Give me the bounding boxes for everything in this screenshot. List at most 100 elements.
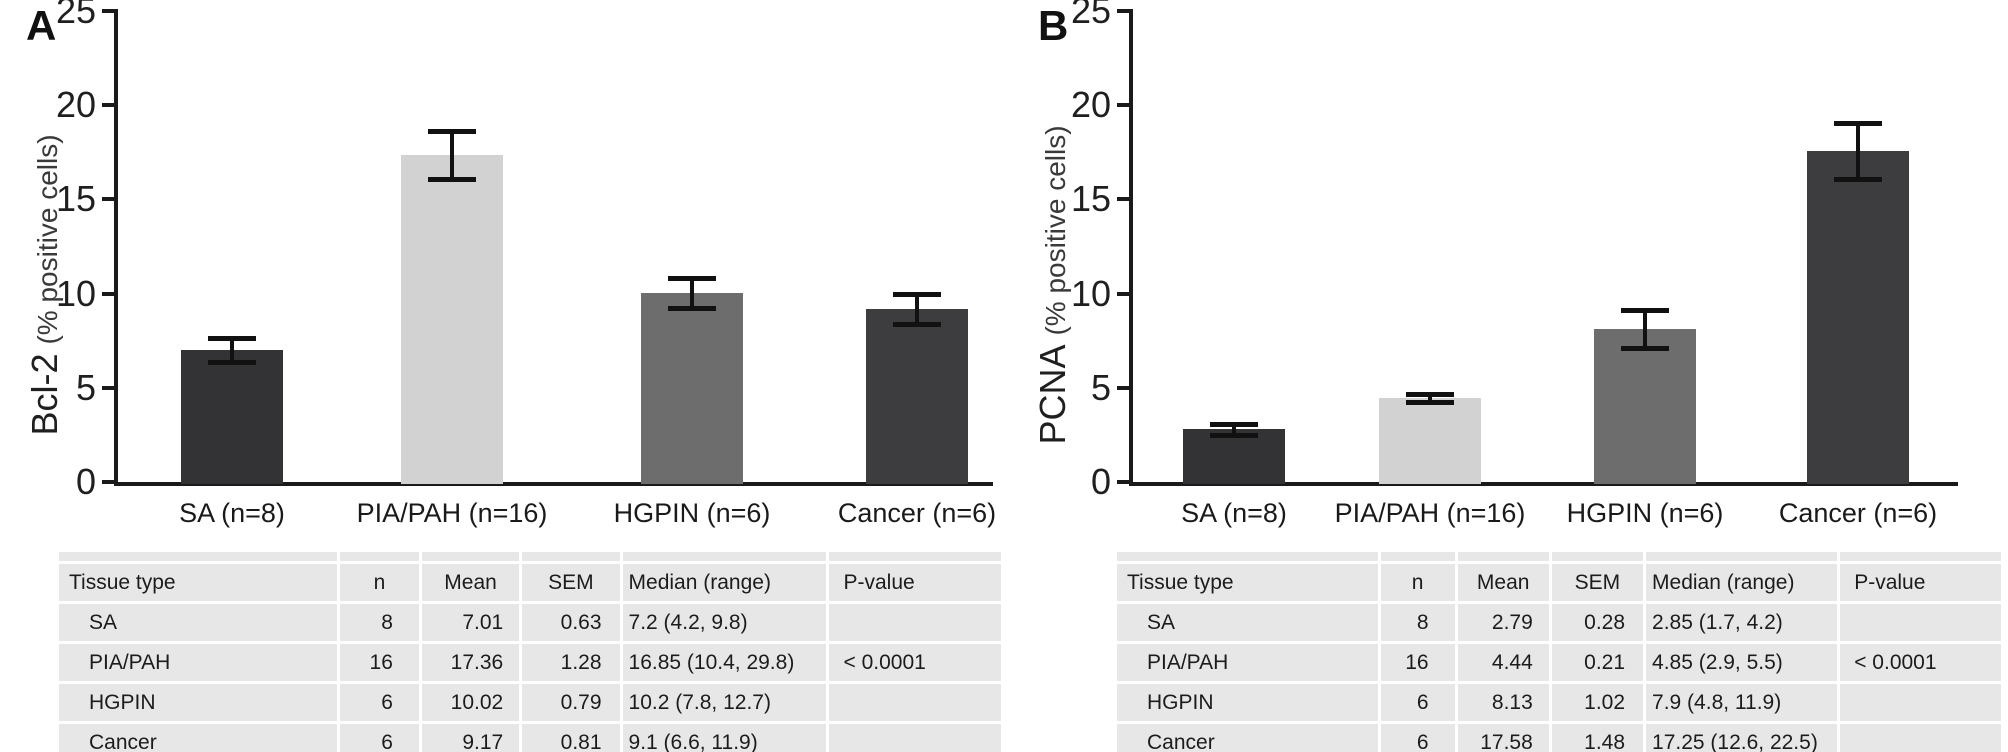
y-tick-mark bbox=[102, 291, 114, 296]
y-tick-mark bbox=[1117, 103, 1129, 108]
bar-sa bbox=[1183, 429, 1285, 484]
table-top-strip-row bbox=[1117, 552, 2001, 561]
y-axis-title-main: PCNA bbox=[1032, 344, 1073, 445]
error-bar-stem bbox=[1643, 309, 1647, 349]
panel-a-letter: A bbox=[26, 2, 57, 49]
error-bar-cap-lower bbox=[1406, 400, 1454, 406]
table-cell: HGPIN bbox=[1117, 684, 1378, 721]
error-bar-stem bbox=[230, 338, 234, 362]
bar-sa bbox=[181, 349, 283, 484]
y-axis-line bbox=[1129, 9, 1133, 486]
y-tick-label: 25 bbox=[55, 0, 96, 31]
table-header-row: Tissue type n Mean SEM Median (range) P-value bbox=[59, 564, 1001, 601]
table-cell: 0.28 bbox=[1551, 604, 1644, 641]
table-cell: 9.17 bbox=[421, 724, 520, 752]
error-bar-cap-lower bbox=[668, 306, 716, 312]
table-header-cell: Mean bbox=[1457, 564, 1549, 601]
table-cell: Cancer bbox=[59, 724, 338, 752]
y-tick-label: 0 bbox=[1090, 461, 1111, 502]
table-header-cell: SEM bbox=[1551, 564, 1644, 601]
y-tick-mark bbox=[102, 385, 114, 390]
table-cell: 16.85 (10.4, 29.8) bbox=[622, 644, 827, 681]
y-axis-title: Bcl-2 (% positive cells) bbox=[24, 55, 72, 515]
table-cell: < 0.0001 bbox=[829, 644, 1001, 681]
table-cell: 6 bbox=[1380, 724, 1455, 752]
y-tick-mark bbox=[1117, 480, 1129, 484]
table-cell: 17.36 bbox=[421, 644, 520, 681]
x-category-label: HGPIN (n=6) bbox=[1566, 498, 1724, 528]
table-cell: 1.48 bbox=[1551, 724, 1644, 752]
error-bar-cap-upper bbox=[1406, 392, 1454, 398]
error-bar-cap-lower bbox=[893, 322, 941, 328]
table-cell: PIA/PAH bbox=[1117, 644, 1378, 681]
table-cell: 7.2 (4.2, 9.8) bbox=[622, 604, 827, 641]
error-bar-stem bbox=[1856, 122, 1860, 179]
stats-table: Tissue type n Mean SEM Median (range) P-value… bbox=[1114, 549, 2004, 752]
error-bar-cap-upper bbox=[1210, 422, 1258, 428]
y-tick-mark bbox=[102, 9, 114, 13]
table-header-cell: Median (range) bbox=[1646, 564, 1838, 601]
table-cell bbox=[1840, 604, 2001, 641]
table-spacer-cell bbox=[1840, 552, 2001, 561]
table-cell: 16 bbox=[1380, 644, 1455, 681]
error-bar-cap-upper bbox=[428, 128, 476, 134]
x-category-label: SA (n=8) bbox=[179, 498, 285, 528]
panel-b-stats-table: Tissue type n Mean SEM Median (range) P-value… bbox=[1114, 549, 2004, 752]
table-row: Cancer 6 17.58 1.48 17.25 (12.6, 22.5) bbox=[1117, 724, 2001, 752]
table-spacer-cell bbox=[59, 552, 338, 561]
panel-a-stats-table: Tissue type n Mean SEM Median (range) P-value… bbox=[56, 549, 1004, 752]
table-cell: 4.85 (2.9, 5.5) bbox=[1646, 644, 1838, 681]
error-bar-stem bbox=[1232, 424, 1236, 435]
table-cell bbox=[1840, 684, 2001, 721]
table-cell: 6 bbox=[340, 724, 419, 752]
y-axis-title-main: Bcl-2 bbox=[24, 353, 65, 436]
table-cell: SA bbox=[59, 604, 338, 641]
table-cell: 2.85 (1.7, 4.2) bbox=[1646, 604, 1838, 641]
table-spacer-cell bbox=[829, 552, 1001, 561]
panel-b-letter: B bbox=[1038, 2, 1069, 49]
error-bar-cap-lower bbox=[1834, 176, 1882, 182]
y-tick-label: 20 bbox=[1070, 84, 1111, 126]
table-spacer-cell bbox=[340, 552, 419, 561]
table-row: PIA/PAH 16 17.36 1.28 16.85 (10.4, 29.8) < 0.… bbox=[59, 644, 1001, 681]
table-spacer-cell bbox=[622, 552, 827, 561]
table-row: SA 8 2.79 0.28 2.85 (1.7, 4.2) bbox=[1117, 604, 2001, 641]
table-cell: < 0.0001 bbox=[1840, 644, 2001, 681]
table-cell: 8 bbox=[340, 604, 419, 641]
x-category-label: PIA/PAH (n=16) bbox=[1334, 498, 1526, 528]
table-row: HGPIN 6 10.02 0.79 10.2 (7.8, 12.7) bbox=[59, 684, 1001, 721]
y-tick-mark bbox=[1117, 291, 1129, 296]
table-spacer-cell bbox=[1646, 552, 1838, 561]
table-cell: PIA/PAH bbox=[59, 644, 338, 681]
table-header-cell: Median (range) bbox=[622, 564, 827, 601]
table-spacer-cell bbox=[1457, 552, 1549, 561]
table-cell: 8 bbox=[1380, 604, 1455, 641]
y-tick-mark bbox=[102, 197, 114, 202]
error-bar-cap-lower bbox=[208, 359, 256, 365]
error-bar-cap-lower bbox=[1621, 346, 1669, 352]
x-category-label: SA (n=8) bbox=[1181, 498, 1287, 528]
table-row: SA 8 7.01 0.63 7.2 (4.2, 9.8) bbox=[59, 604, 1001, 641]
table-cell bbox=[1840, 724, 2001, 752]
error-bar-cap-upper bbox=[668, 276, 716, 282]
table-cell: 17.58 bbox=[1457, 724, 1549, 752]
table-cell bbox=[829, 724, 1001, 752]
y-axis-title-sub: (% positive cells) bbox=[1040, 125, 1071, 336]
error-bar-cap-upper bbox=[1621, 307, 1669, 313]
table-cell: 17.25 (12.6, 22.5) bbox=[1646, 724, 1838, 752]
table-header-cell: Mean bbox=[421, 564, 520, 601]
table-row: HGPIN 6 8.13 1.02 7.9 (4.8, 11.9) bbox=[1117, 684, 2001, 721]
error-bar-stem bbox=[915, 293, 919, 325]
x-axis-line bbox=[114, 482, 993, 486]
table-header-cell: P-value bbox=[829, 564, 1001, 601]
table-spacer-cell bbox=[1551, 552, 1644, 561]
table-cell: 2.79 bbox=[1457, 604, 1549, 641]
y-tick-label: 20 bbox=[55, 84, 96, 126]
y-tick-mark bbox=[1117, 385, 1129, 390]
table-cell: HGPIN bbox=[59, 684, 338, 721]
y-tick-label: 15 bbox=[1070, 178, 1111, 220]
table-cell: 0.81 bbox=[522, 724, 620, 752]
error-bar-cap-lower bbox=[1210, 432, 1258, 438]
bar-cancer bbox=[866, 309, 968, 484]
